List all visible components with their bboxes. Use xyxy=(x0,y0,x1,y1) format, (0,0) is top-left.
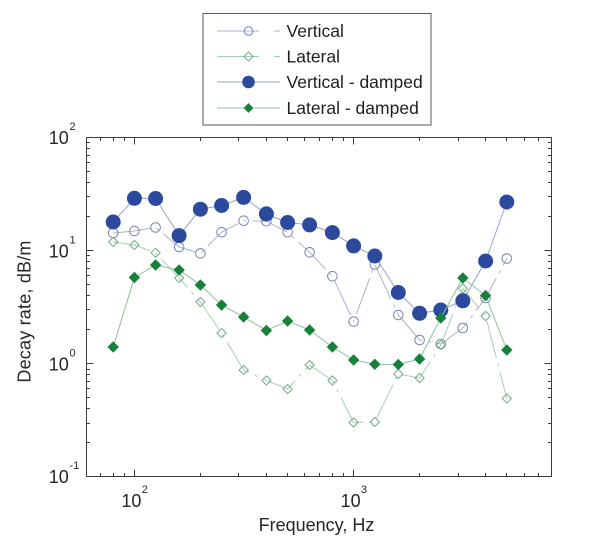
svg-text:Lateral: Lateral xyxy=(287,47,341,67)
svg-text:10: 10 xyxy=(49,467,69,487)
svg-text:10: 10 xyxy=(121,491,141,511)
svg-text:0: 0 xyxy=(70,348,76,360)
svg-text:10: 10 xyxy=(341,491,361,511)
svg-text:3: 3 xyxy=(361,484,367,496)
svg-text:Lateral - damped: Lateral - damped xyxy=(287,98,419,118)
svg-text:-1: -1 xyxy=(70,460,80,472)
svg-text:1: 1 xyxy=(70,234,76,246)
svg-text:2: 2 xyxy=(70,121,76,133)
svg-text:Decay rate, dB/m: Decay rate, dB/m xyxy=(15,240,35,382)
svg-text:Vertical: Vertical xyxy=(287,21,344,41)
svg-text:Vertical - damped: Vertical - damped xyxy=(287,72,423,92)
svg-text:Frequency, Hz: Frequency, Hz xyxy=(259,515,375,535)
svg-text:10: 10 xyxy=(49,128,69,148)
svg-text:2: 2 xyxy=(142,484,148,496)
svg-text:10: 10 xyxy=(49,241,69,261)
svg-text:10: 10 xyxy=(49,355,69,375)
